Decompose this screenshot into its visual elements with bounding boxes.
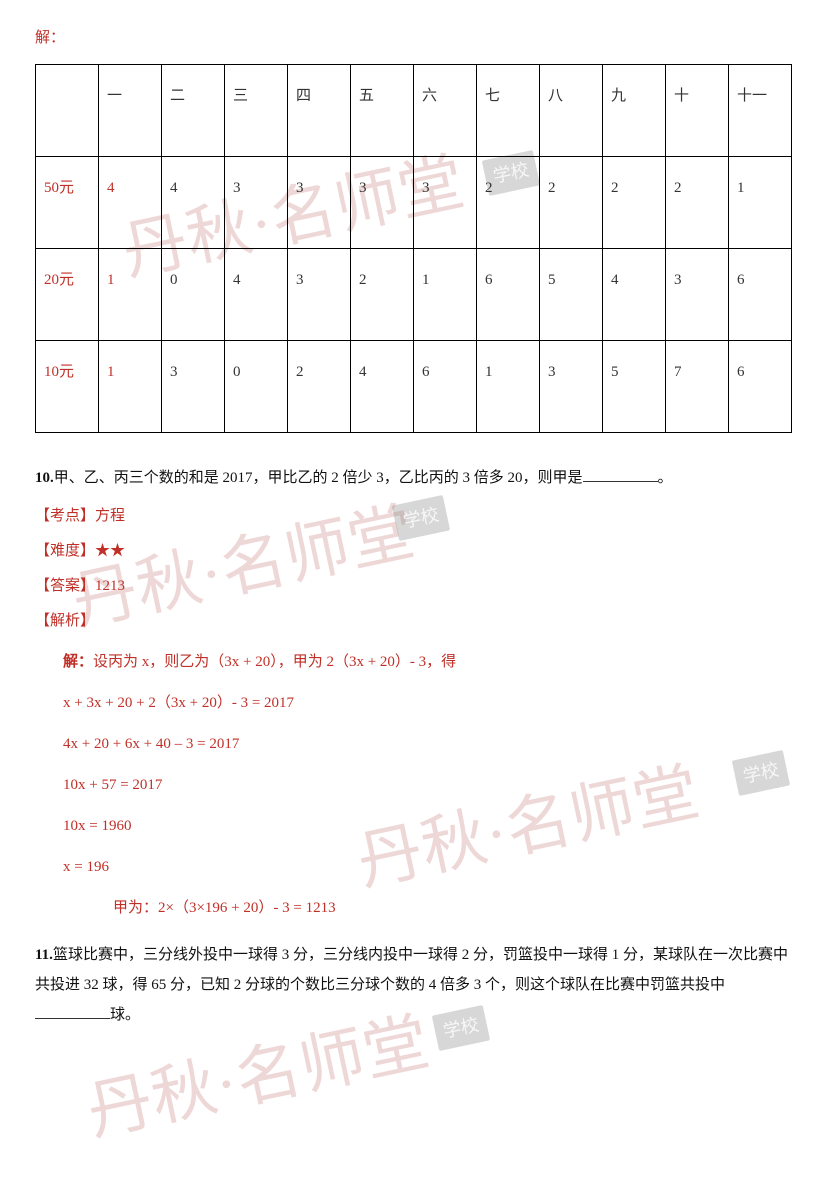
cell: 6	[414, 341, 477, 433]
solve-label: 解：	[63, 654, 93, 670]
cell: 0	[225, 341, 288, 433]
table-row: 20元 1 0 4 3 2 1 6 5 4 3 6	[36, 249, 792, 341]
cell: 3	[162, 341, 225, 433]
cell: 3	[414, 157, 477, 249]
row-label: 50元	[36, 157, 99, 249]
answer-blank	[583, 466, 658, 482]
table-header: 十一	[729, 65, 792, 157]
question-tail: 球。	[110, 1007, 140, 1023]
cell: 4	[225, 249, 288, 341]
answer-value: 1213	[95, 578, 125, 594]
cell: 2	[288, 341, 351, 433]
cell: 3	[666, 249, 729, 341]
table-header: 三	[225, 65, 288, 157]
cell: 0	[162, 249, 225, 341]
cell: 4	[603, 249, 666, 341]
equation-line: 10x + 57 = 2017	[63, 772, 792, 799]
question-10: 10.甲、乙、丙三个数的和是 2017，甲比乙的 2 倍少 3，乙比丙的 3 倍…	[35, 463, 792, 493]
difficulty-line: 【难度】★★	[35, 538, 792, 565]
cell: 5	[540, 249, 603, 341]
solution-label: 解：	[35, 25, 792, 52]
cell: 4	[162, 157, 225, 249]
solve-line: 设丙为 x，则乙为（3x + 20），甲为 2（3x + 20）- 3，得	[93, 654, 456, 670]
topic-value: 方程	[95, 508, 125, 524]
table-header: 八	[540, 65, 603, 157]
cell: 4	[99, 157, 162, 249]
table-row: 50元 4 4 3 3 3 3 2 2 2 2 1	[36, 157, 792, 249]
topic-line: 【考点】方程	[35, 503, 792, 530]
cell: 1	[99, 249, 162, 341]
question-text: 甲、乙、丙三个数的和是 2017，甲比乙的 2 倍少 3，乙比丙的 3 倍多 2…	[54, 470, 583, 486]
question-number: 10.	[35, 470, 54, 486]
cell: 6	[477, 249, 540, 341]
table-header	[36, 65, 99, 157]
table-header: 六	[414, 65, 477, 157]
cell: 7	[666, 341, 729, 433]
question-number: 11.	[35, 947, 53, 963]
answer-blank	[35, 1003, 110, 1019]
equation-line: 10x = 1960	[63, 813, 792, 840]
analysis-label: 【解析】	[35, 608, 792, 635]
cell: 4	[351, 341, 414, 433]
cell: 3	[540, 341, 603, 433]
answer-label: 【答案】	[35, 578, 95, 594]
cell: 3	[288, 249, 351, 341]
topic-label: 【考点】	[35, 508, 95, 524]
cell: 2	[540, 157, 603, 249]
solution-block: 解：设丙为 x，则乙为（3x + 20），甲为 2（3x + 20）- 3，得 …	[63, 649, 792, 922]
question-period: 。	[658, 470, 673, 486]
table-header: 七	[477, 65, 540, 157]
cell: 3	[351, 157, 414, 249]
row-label: 10元	[36, 341, 99, 433]
cell: 1	[477, 341, 540, 433]
cell: 2	[351, 249, 414, 341]
cell: 1	[729, 157, 792, 249]
cell: 2	[603, 157, 666, 249]
solution-table: 一 二 三 四 五 六 七 八 九 十 十一 50元 4 4 3 3 3 3 2…	[35, 64, 792, 433]
question-text: 篮球比赛中，三分线外投中一球得 3 分，三分线内投中一球得 2 分，罚篮投中一球…	[35, 947, 788, 993]
equation-line: 4x + 20 + 6x + 40 – 3 = 2017	[63, 731, 792, 758]
cell: 5	[603, 341, 666, 433]
table-header: 二	[162, 65, 225, 157]
row-label: 20元	[36, 249, 99, 341]
table-header: 十	[666, 65, 729, 157]
table-header: 九	[603, 65, 666, 157]
difficulty-label: 【难度】	[35, 543, 95, 559]
cell: 3	[225, 157, 288, 249]
equation-line: x + 3x + 20 + 2（3x + 20）- 3 = 2017	[63, 690, 792, 717]
cell: 6	[729, 249, 792, 341]
equation-line: x = 196	[63, 854, 792, 881]
question-11: 11.篮球比赛中，三分线外投中一球得 3 分，三分线内投中一球得 2 分，罚篮投…	[35, 940, 792, 1030]
table-row: 10元 1 3 0 2 4 6 1 3 5 7 6	[36, 341, 792, 433]
cell: 1	[414, 249, 477, 341]
cell: 1	[99, 341, 162, 433]
table-header: 四	[288, 65, 351, 157]
cell: 6	[729, 341, 792, 433]
table-header: 一	[99, 65, 162, 157]
table-header-row: 一 二 三 四 五 六 七 八 九 十 十一	[36, 65, 792, 157]
difficulty-value: ★★	[95, 543, 125, 559]
equation-line: 甲为：2×（3×196 + 20）- 3 = 1213	[113, 895, 792, 922]
table-header: 五	[351, 65, 414, 157]
answer-line: 【答案】1213	[35, 573, 792, 600]
cell: 2	[477, 157, 540, 249]
cell: 3	[288, 157, 351, 249]
cell: 2	[666, 157, 729, 249]
